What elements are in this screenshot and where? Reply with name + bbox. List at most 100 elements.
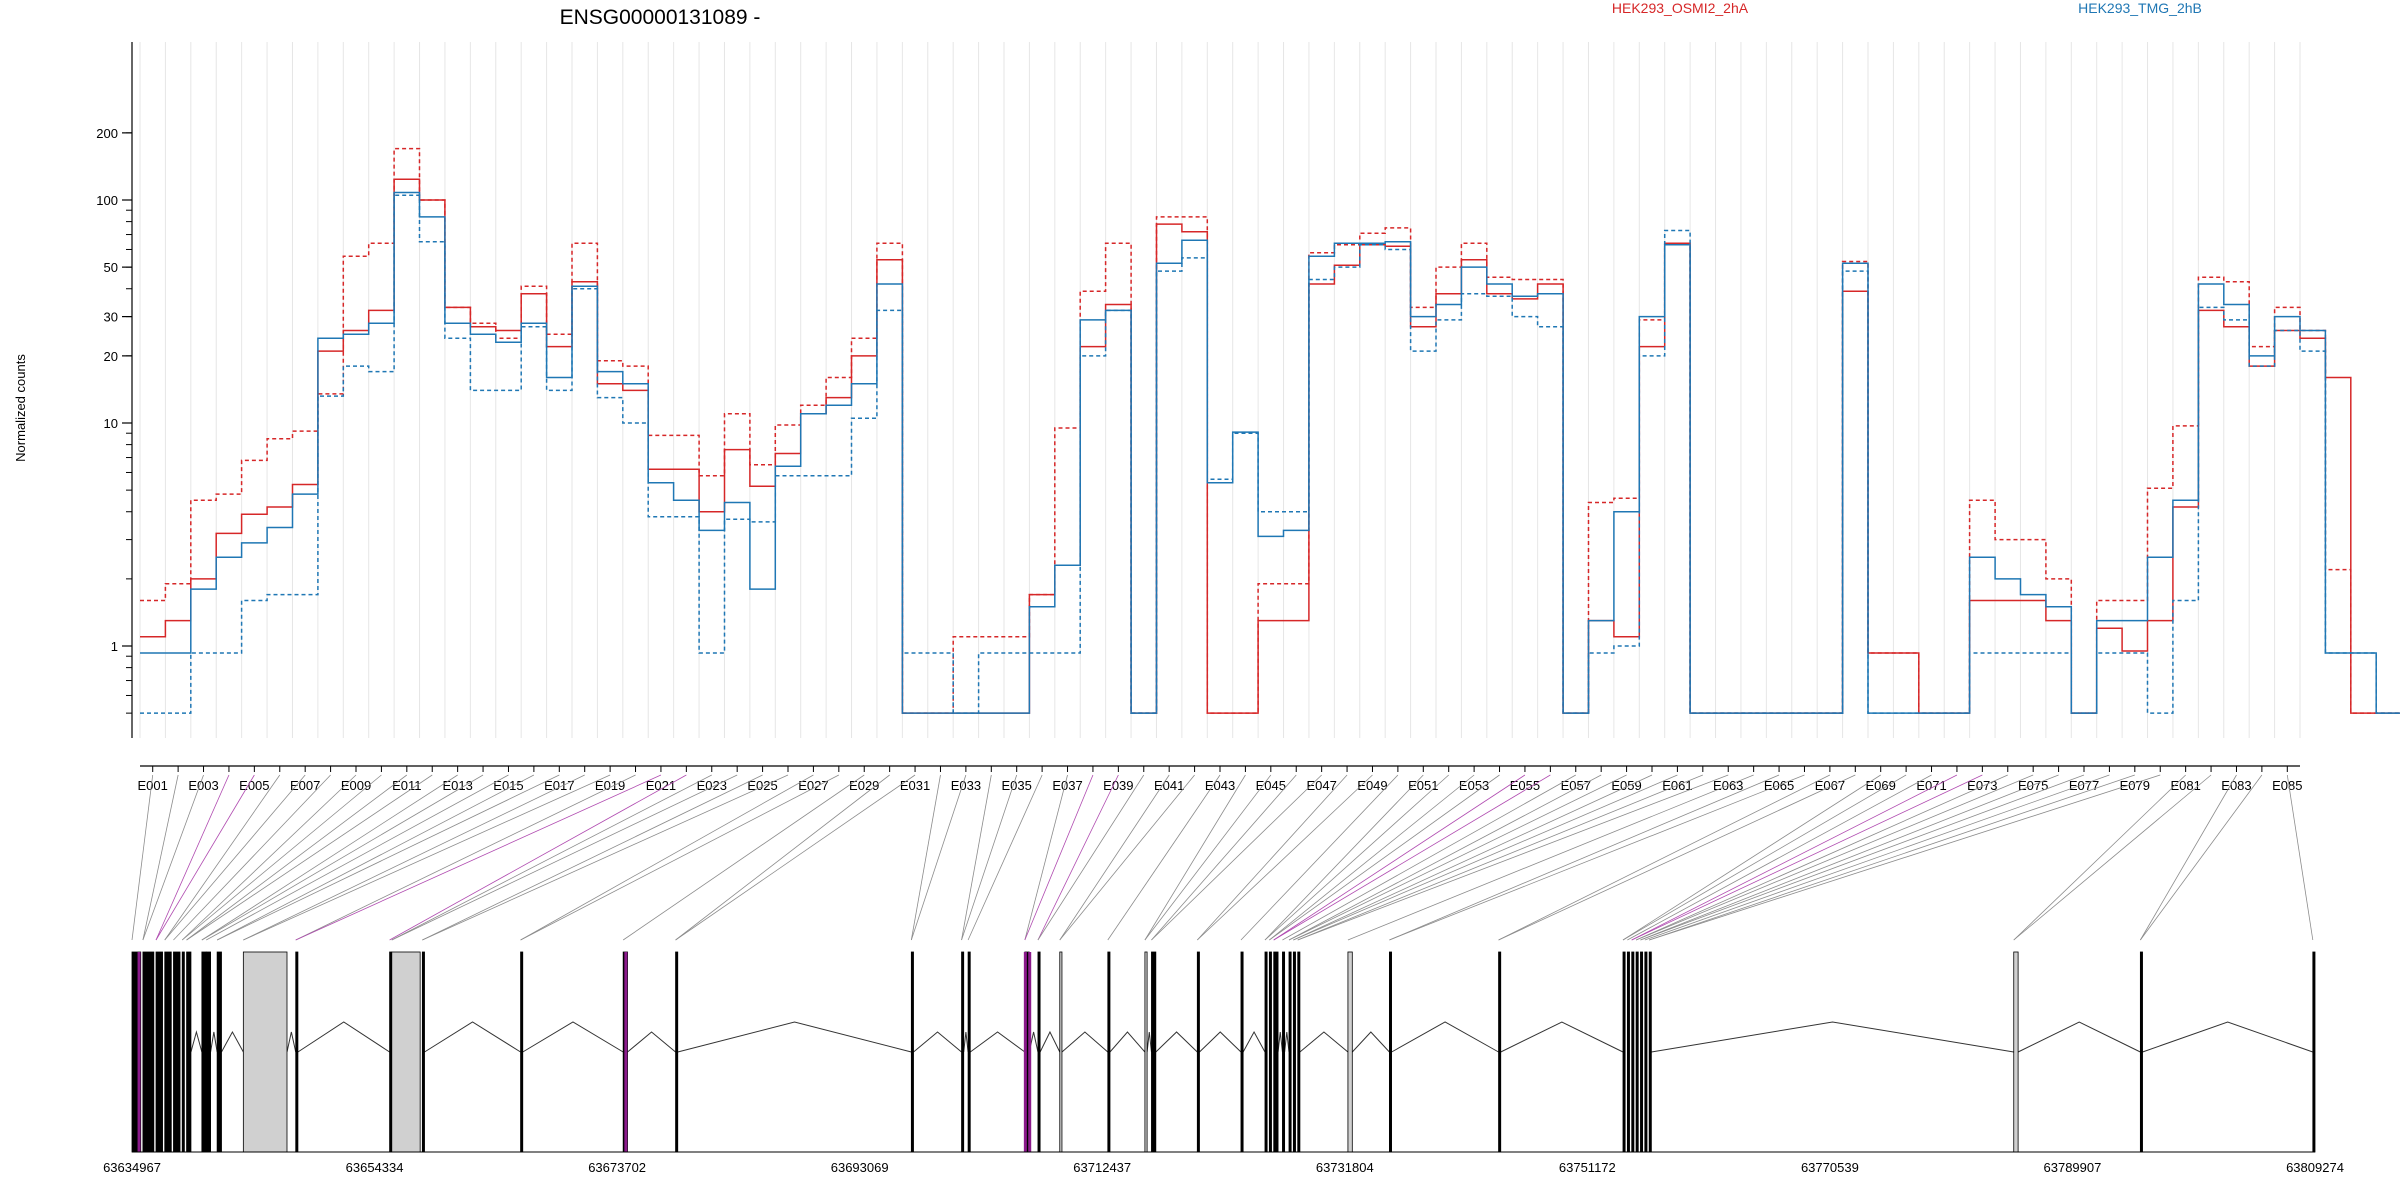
exon-connector <box>422 774 789 941</box>
exon-connector <box>1024 774 1094 941</box>
series-lines <box>140 147 2400 714</box>
y-tick-label: 1 <box>111 639 118 654</box>
exon-connector <box>2013 774 2186 941</box>
y-tick-label: 200 <box>96 126 118 141</box>
exon-box <box>201 951 207 1153</box>
exon-box <box>1196 951 1200 1153</box>
x-tick-label: E011 <box>392 778 421 793</box>
exon-box <box>1292 951 1296 1153</box>
exon-connector <box>1649 774 2135 941</box>
exon-connector <box>186 774 433 941</box>
grid <box>139 42 2301 738</box>
x-tick-label: E003 <box>188 778 218 793</box>
exon-connector <box>243 774 611 941</box>
exon-connector <box>1288 774 1627 941</box>
exon-box <box>205 951 211 1153</box>
intron-line <box>2017 1021 2141 1053</box>
exon-box <box>1273 951 1279 1153</box>
exon-box <box>1622 951 1626 1153</box>
exon-box <box>391 951 421 1153</box>
exon-connector <box>1631 774 1983 941</box>
exon-connector <box>391 774 712 941</box>
intron-line <box>297 1021 390 1053</box>
exon-connector <box>1197 774 1373 941</box>
exon-connector <box>1197 774 1348 941</box>
exon-connector <box>1059 774 1195 941</box>
legend-entry-osmi2: HEK293_OSMI2_2hA <box>1612 0 1749 16</box>
exon-box <box>2139 951 2143 1153</box>
x-tick-label: E079 <box>2120 778 2150 793</box>
exon-connector <box>142 774 204 941</box>
exon-connector <box>155 774 255 941</box>
coordinate-label: 63693069 <box>831 1160 889 1175</box>
exon-highlight <box>1028 952 1032 1152</box>
exon-connector <box>1389 774 1805 941</box>
y-tick-label: 10 <box>104 416 118 431</box>
y-tick-label: 30 <box>104 310 118 325</box>
x-tick-label: E043 <box>1205 778 1235 793</box>
x-tick-label: E037 <box>1052 778 1082 793</box>
intron-line <box>1199 1031 1242 1053</box>
exon-box <box>961 951 965 1153</box>
x-tick-label: E005 <box>239 778 269 793</box>
intron-line <box>210 1031 218 1053</box>
exon-box <box>181 951 185 1153</box>
exon-connector <box>1269 774 1475 941</box>
exon-connector <box>1144 774 1272 941</box>
x-tick-label: E051 <box>1408 778 1438 793</box>
exon-box <box>155 951 163 1153</box>
exon-connector <box>622 774 865 941</box>
coordinate-label: 63731804 <box>1316 1160 1374 1175</box>
exon-box <box>967 951 971 1153</box>
intron-line <box>1299 1031 1349 1053</box>
coordinate-label: 63751172 <box>1559 1160 1616 1175</box>
exon-box <box>2312 951 2316 1153</box>
exon-connector <box>173 774 331 941</box>
series-line <box>140 194 2400 714</box>
chart-title: ENSG00000131089 - <box>560 6 761 29</box>
exon-connector <box>142 774 179 941</box>
exon-connector <box>164 774 306 941</box>
exon-connector <box>181 774 357 941</box>
exon-box <box>1631 951 1635 1153</box>
y-tick-label: 20 <box>104 349 118 364</box>
exon-connector <box>1273 774 1551 941</box>
exon-connector <box>201 774 484 941</box>
series-line <box>140 147 2400 714</box>
exon-connector <box>1240 774 1399 941</box>
intron-line <box>1391 1021 1499 1053</box>
intron-line <box>190 1030 203 1053</box>
intron-line <box>522 1021 624 1053</box>
intron-line <box>1284 1031 1290 1053</box>
exon-box <box>1347 951 1353 1153</box>
exon-connector <box>1037 774 1119 941</box>
coordinate-label: 63789907 <box>2044 1160 2102 1175</box>
exon-box <box>520 951 524 1153</box>
exon-connector <box>1264 774 1424 941</box>
exon-box <box>1264 951 1268 1153</box>
exon-box <box>1626 951 1630 1153</box>
x-tick-label: E053 <box>1459 778 1489 793</box>
exon-connector <box>1282 774 1576 941</box>
x-tick-label: E045 <box>1256 778 1286 793</box>
exon-box <box>675 951 679 1153</box>
x-tick-label: E057 <box>1561 778 1591 793</box>
intron-line <box>969 1031 1026 1053</box>
x-tick-label: E025 <box>747 778 777 793</box>
x-tick-label: E075 <box>2018 778 2048 793</box>
y-tick-label: 50 <box>104 260 118 275</box>
exon-connector <box>1498 774 1856 941</box>
exon-box <box>242 951 288 1153</box>
exon-connector <box>155 774 230 941</box>
intron-line <box>286 1031 297 1053</box>
intron-line <box>1061 1031 1109 1053</box>
exon-box <box>1498 951 1502 1153</box>
exon-box <box>173 951 181 1153</box>
exon-connector <box>1144 774 1246 941</box>
x-tick-label: E085 <box>2272 778 2302 793</box>
exon-connector <box>1498 774 1831 941</box>
exon-box <box>910 951 914 1153</box>
series-line <box>140 178 2400 714</box>
